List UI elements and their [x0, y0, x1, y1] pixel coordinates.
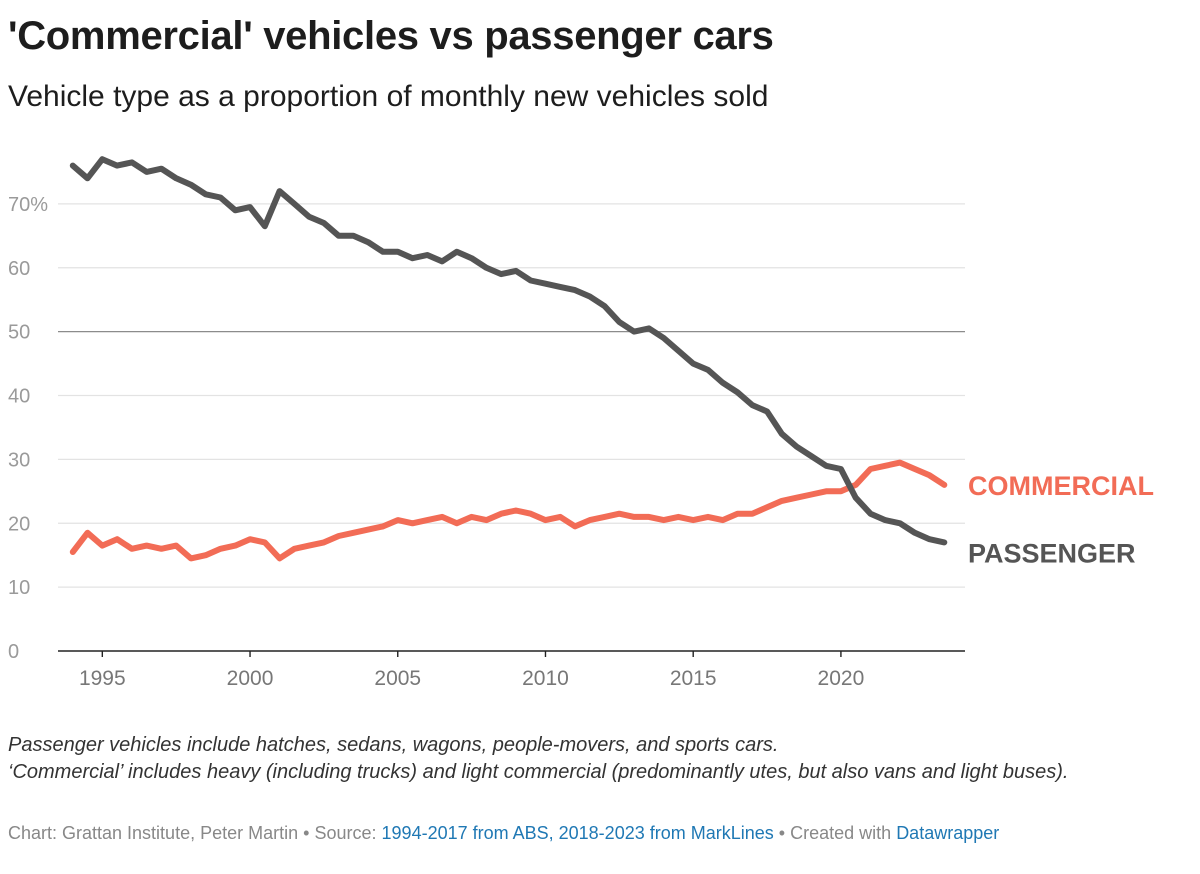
series-line-passenger — [69, 156, 948, 546]
series-label-passenger: PASSENGER — [968, 538, 1136, 568]
note-commercial: ‘Commercial’ includes heavy (including t… — [8, 761, 1069, 783]
x-tick-label: 1995 — [79, 667, 126, 690]
chart-subtitle: Vehicle type as a proportion of monthly … — [8, 80, 769, 113]
y-tick-label: 60 — [8, 258, 30, 280]
y-tick-label: 50 — [8, 322, 30, 344]
footer-chart-credit: Chart: Grattan Institute, Peter Martin — [8, 823, 299, 843]
footer-separator: • — [778, 823, 786, 843]
line-chart: 0 10 20 30 40 50 60 70% 1995 2000 2005 2010 2015 202… — [8, 156, 1154, 690]
chart-notes: Passenger vehicles include hatches, seda… — [8, 732, 1188, 786]
footer-source-link[interactable]: 1994-2017 from ABS, 2018-2023 from MarkL… — [381, 823, 774, 843]
footer-created-label: Created with — [790, 823, 892, 843]
x-tick-label: 2020 — [818, 667, 865, 690]
series-label-commercial: COMMERCIAL — [968, 471, 1154, 501]
y-axis-ticks: 0 10 20 30 40 50 60 70% — [8, 194, 48, 663]
x-axis-ticks: 1995 2000 2005 2010 2015 2020 — [79, 651, 864, 690]
x-tick-label: 2015 — [670, 667, 717, 690]
chart-footer: Chart: Grattan Institute, Peter Martin •… — [8, 823, 999, 844]
series-labels: COMMERCIAL PASSENGER — [968, 471, 1154, 568]
x-tick-label: 2000 — [227, 667, 274, 690]
series-lines — [69, 156, 948, 562]
chart-title: 'Commercial' vehicles vs passenger cars — [8, 14, 774, 58]
y-tick-label: 40 — [8, 386, 30, 408]
y-tick-label: 20 — [8, 513, 30, 535]
y-tick-label: 0 — [8, 641, 19, 663]
y-tick-label: 10 — [8, 577, 30, 599]
y-tick-label: 30 — [8, 449, 30, 471]
y-tick-label: 70% — [8, 194, 48, 216]
footer-datawrapper-link[interactable]: Datawrapper — [896, 823, 1000, 843]
x-tick-label: 2010 — [522, 667, 569, 690]
note-passenger: Passenger vehicles include hatches, seda… — [8, 734, 779, 756]
x-tick-label: 2005 — [374, 667, 421, 690]
footer-source-label: Source: — [314, 823, 377, 843]
series-line-commercial — [69, 459, 948, 562]
footer-separator: • — [303, 823, 310, 843]
